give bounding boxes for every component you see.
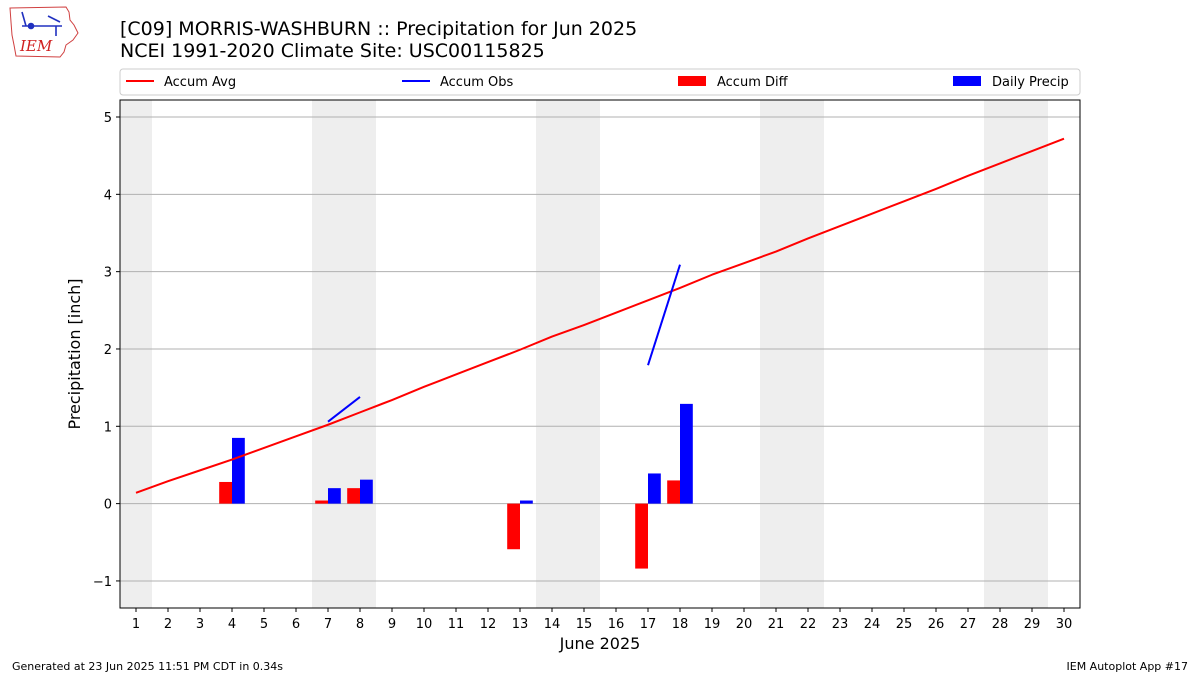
weekend-shade-day-7 xyxy=(312,100,344,608)
x-tick-label-26: 26 xyxy=(928,617,945,632)
iem-logo: IEM xyxy=(9,6,79,58)
weekend-shade-day-1 xyxy=(120,100,152,608)
x-tick-label-2: 2 xyxy=(164,617,172,632)
x-tick-label-5: 5 xyxy=(260,617,268,632)
x-tick-label-7: 7 xyxy=(324,617,332,632)
x-tick-label-24: 24 xyxy=(864,617,881,632)
legend-label-accum-avg: Accum Avg xyxy=(164,75,236,90)
y-tick-label-0: 0 xyxy=(104,498,112,513)
app-credit: IEM Autoplot App #17 xyxy=(1067,660,1189,673)
x-tick-label-3: 3 xyxy=(196,617,204,632)
accum-diff-bar-day-7 xyxy=(315,500,328,504)
x-tick-label-16: 16 xyxy=(608,617,625,632)
weekend-shade-day-15 xyxy=(568,100,600,608)
legend-item-accum-diff: Accum Diff xyxy=(678,75,789,90)
accum-diff-bar-day-4 xyxy=(219,481,232,504)
weekend-shade-day-29 xyxy=(1016,100,1048,608)
accum-diff-bar-day-8 xyxy=(347,488,360,504)
weekend-shading xyxy=(120,100,1048,608)
x-tick-label-15: 15 xyxy=(576,617,593,632)
daily-precip-bar-day-8 xyxy=(360,479,373,504)
lines xyxy=(135,137,1065,494)
y-axis-label: Precipitation [inch] xyxy=(65,278,84,429)
legend: Accum Avg Accum Obs Accum Diff Daily Pre… xyxy=(119,68,1081,96)
x-tick-label-1: 1 xyxy=(132,617,140,632)
x-tick-label-12: 12 xyxy=(480,617,497,632)
legend-item-accum-obs: Accum Obs xyxy=(402,75,513,90)
weekend-shade-day-28 xyxy=(984,100,1016,608)
x-tick-label-4: 4 xyxy=(228,617,236,632)
accum-obs-segment-2 xyxy=(647,264,681,366)
accum-diff-bar-day-17 xyxy=(635,503,648,569)
accum-obs-segment-1 xyxy=(327,396,361,423)
legend-item-daily-precip: Daily Precip xyxy=(953,75,1069,90)
legend-label-accum-diff: Accum Diff xyxy=(717,75,789,90)
x-tick-label-19: 19 xyxy=(704,617,721,632)
chart-title: [C09] MORRIS-WASHBURN :: Precipitation f… xyxy=(120,18,637,40)
x-tick-label-30: 30 xyxy=(1056,617,1073,632)
legend-swatch-daily-precip xyxy=(953,76,981,86)
accum-avg-line xyxy=(135,137,1065,494)
accum-diff-bar-day-18 xyxy=(667,480,680,504)
x-tick-label-11: 11 xyxy=(448,617,465,632)
x-tick-label-10: 10 xyxy=(416,617,433,632)
weather-station-icon xyxy=(21,11,62,36)
accum-diff-bar-day-13 xyxy=(507,503,520,550)
legend-label-daily-precip: Daily Precip xyxy=(992,75,1069,90)
x-tick-label-27: 27 xyxy=(960,617,977,632)
x-tick-label-17: 17 xyxy=(640,617,657,632)
logo-text: IEM xyxy=(19,37,53,55)
x-tick-label-18: 18 xyxy=(672,617,689,632)
legend-item-accum-avg: Accum Avg xyxy=(126,75,236,90)
y-tick-label-3: 3 xyxy=(104,266,112,281)
y-tick-label-1: 1 xyxy=(104,420,112,435)
x-tick-label-13: 13 xyxy=(512,617,529,632)
x-tick-label-21: 21 xyxy=(768,617,785,632)
legend-frame xyxy=(119,68,1081,96)
x-tick-label-28: 28 xyxy=(992,617,1009,632)
y-tick-label-5: 5 xyxy=(104,111,112,126)
y-tick-label-4: 4 xyxy=(104,188,112,203)
plot-frame xyxy=(119,99,1081,609)
bars xyxy=(219,403,693,569)
x-tick-label-8: 8 xyxy=(356,617,364,632)
daily-precip-bar-day-7 xyxy=(328,488,341,504)
x-tick-label-14: 14 xyxy=(544,617,561,632)
y-tick-label-2: 2 xyxy=(104,343,112,358)
x-axis-ticks: 1 2 3 4 5 6 7 8 9 10 11 12 13 14 15 16 17 18 19 20 21 22 23 24 2… xyxy=(132,608,1072,632)
daily-precip-bar-day-4 xyxy=(232,437,245,504)
x-tick-label-9: 9 xyxy=(388,617,396,632)
x-tick-label-25: 25 xyxy=(896,617,913,632)
x-tick-label-29: 29 xyxy=(1024,617,1041,632)
x-tick-label-22: 22 xyxy=(800,617,817,632)
chart-subtitle: NCEI 1991-2020 Climate Site: USC00115825 xyxy=(120,40,545,62)
legend-swatch-accum-diff xyxy=(678,76,706,86)
daily-precip-bar-day-18 xyxy=(680,403,693,504)
weekend-shade-day-21 xyxy=(760,100,792,608)
y-tick-label--1: −1 xyxy=(93,575,112,590)
y-axis-ticks: −1 0 1 2 3 4 5 xyxy=(93,111,120,590)
x-axis-label: June 2025 xyxy=(559,634,641,653)
x-tick-label-23: 23 xyxy=(832,617,849,632)
iowa-outline xyxy=(9,6,79,58)
daily-precip-bar-day-17 xyxy=(648,473,661,504)
x-tick-label-20: 20 xyxy=(736,617,753,632)
daily-precip-bar-day-13 xyxy=(520,500,533,504)
weekend-shade-day-14 xyxy=(536,100,568,608)
weekend-shade-day-22 xyxy=(792,100,824,608)
x-tick-label-6: 6 xyxy=(292,617,300,632)
legend-label-accum-obs: Accum Obs xyxy=(440,75,513,90)
weekend-shade-day-8 xyxy=(344,100,376,608)
generated-timestamp: Generated at 23 Jun 2025 11:51 PM CDT in… xyxy=(12,660,283,673)
